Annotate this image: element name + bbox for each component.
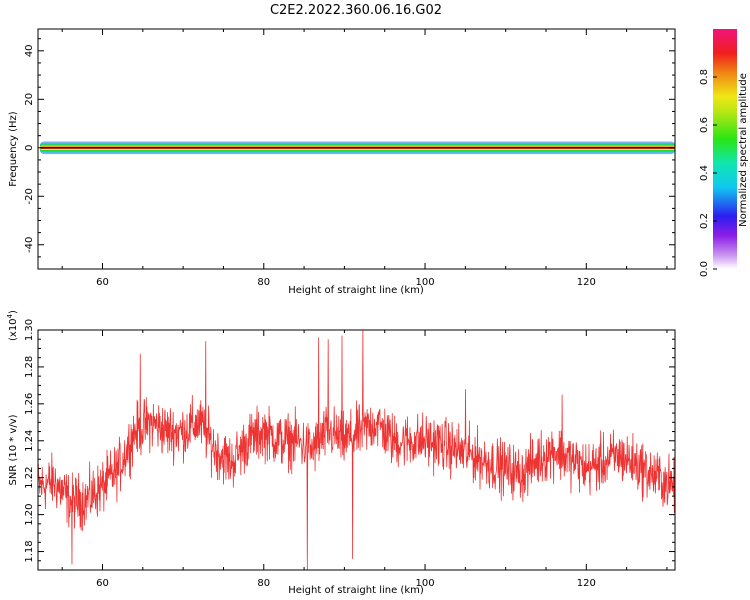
snr-y-label: SNR (10 * v/v) [8, 414, 19, 485]
x-tick-label: 60 [96, 578, 109, 589]
colorbar-gradient [713, 29, 737, 269]
colorbar-tick-label: 0.0 [699, 261, 710, 277]
snr-series-line [38, 330, 675, 570]
spectrogram-frame [37, 28, 676, 270]
spectrogram-x-ticks: 60 80 100 120 [61, 29, 668, 288]
colorbar: 0.0 0.2 0.4 0.6 0.8 Normalized spectral ampl… [699, 29, 749, 277]
y-tick-label: 1.22 [24, 467, 35, 489]
x-tick-label: 120 [577, 578, 596, 589]
snr-frame [37, 329, 676, 571]
spectrogram-x-label: Height of straight line (km) [288, 285, 424, 296]
spectrogram-panel: 60 80 100 120 -40 -20 0 20 40 Height of straigh… [8, 28, 676, 296]
snr-x-label: Height of straight line (km) [288, 585, 424, 596]
snr-y-ticks: 1.18 1.20 1.22 1.24 1.26 1.28 1.30 [24, 319, 675, 571]
x-tick-label: 80 [257, 277, 270, 288]
colorbar-tick-label: 0.6 [699, 117, 710, 133]
x-tick-label: 100 [415, 578, 434, 589]
spectral-band [40, 141, 675, 155]
figure-title: C2E2.2022.360.06.16.G02 [270, 3, 442, 18]
colorbar-label: Normalized spectral amplitude [738, 73, 749, 227]
y-tick-label: 1.20 [24, 503, 35, 525]
snr-x-ticks: 60 80 100 120 [61, 330, 668, 589]
y-tick-label: 40 [24, 44, 35, 57]
y-tick-label: 1.24 [24, 430, 35, 452]
spectrogram-y-label: Frequency (Hz) [8, 111, 19, 187]
y-tick-label: 1.18 [24, 540, 35, 562]
x-tick-label: 80 [257, 578, 270, 589]
snr-scale-label: (x104) [6, 310, 19, 341]
y-tick-label: -20 [24, 188, 35, 204]
colorbar-tick-label: 0.4 [699, 165, 710, 181]
y-tick-label: 20 [24, 93, 35, 106]
y-tick-label: 1.28 [24, 356, 35, 378]
snr-panel: 60 80 100 120 1.181.201.221.241.261.281.30 … [6, 310, 676, 596]
colorbar-ticks: 0.0 0.2 0.4 0.6 0.8 [699, 69, 717, 277]
x-tick-label: 100 [415, 277, 434, 288]
y-tick-label: -40 [24, 237, 35, 253]
colorbar-tick-label: 0.8 [699, 69, 710, 85]
spectrogram-y-ticks: -40 -20 0 20 40 [24, 38, 675, 270]
x-tick-label: 60 [96, 277, 109, 288]
y-tick-label: 0 [24, 145, 35, 151]
y-tick-label: 1.26 [24, 393, 35, 415]
y-tick-label: 1.30 [24, 319, 35, 341]
x-tick-label: 120 [577, 277, 596, 288]
colorbar-tick-label: 0.2 [699, 213, 710, 229]
